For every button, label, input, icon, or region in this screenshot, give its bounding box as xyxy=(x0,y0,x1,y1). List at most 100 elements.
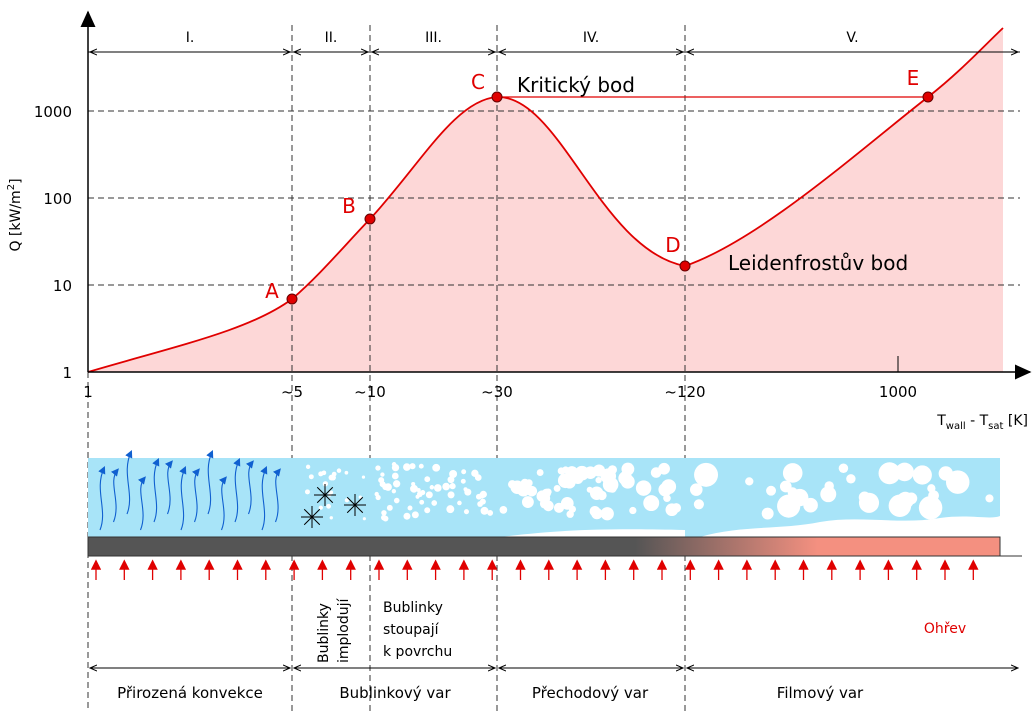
bubble xyxy=(449,470,457,478)
bubble xyxy=(618,471,632,485)
bubble xyxy=(417,488,421,492)
bubble xyxy=(411,482,415,486)
bubble xyxy=(895,463,914,482)
bubble xyxy=(330,516,333,519)
point xyxy=(923,92,933,102)
bubble xyxy=(477,501,483,507)
implode-label: implodují xyxy=(336,597,352,663)
bubble xyxy=(636,480,651,495)
bubble xyxy=(587,487,593,493)
bubble xyxy=(446,505,454,513)
bubble xyxy=(651,467,662,478)
bubble xyxy=(337,468,341,472)
y-axis-label: Q [kW/m2] xyxy=(6,178,24,251)
x-axis-label: Twall - Tsat [K] xyxy=(936,413,1028,432)
bubble xyxy=(392,489,396,493)
regime-label: Filmový var xyxy=(777,684,864,702)
bubble xyxy=(457,501,462,506)
bubble xyxy=(500,506,508,514)
bubble xyxy=(766,486,776,496)
bubble xyxy=(345,471,349,475)
bubble xyxy=(387,505,393,511)
bubble xyxy=(464,509,469,514)
bubble xyxy=(384,483,392,491)
bubble xyxy=(846,474,855,483)
bubble xyxy=(393,480,400,487)
regime-label: Bublinkový var xyxy=(339,684,451,702)
bubble xyxy=(946,470,969,493)
bubble xyxy=(381,510,386,515)
implode-label: Bublinky xyxy=(316,603,332,663)
x-tick-label: ~30 xyxy=(481,383,513,401)
bubble xyxy=(545,489,552,496)
bubble xyxy=(403,463,411,471)
bubble xyxy=(326,504,331,509)
bubble xyxy=(419,464,424,469)
bubble xyxy=(363,517,366,520)
bubble xyxy=(412,511,419,518)
bubble xyxy=(408,506,413,511)
bubble xyxy=(362,476,365,479)
bubble xyxy=(783,463,803,483)
critical-label: Kritický bod xyxy=(517,73,635,97)
bubble xyxy=(985,494,993,502)
bubble xyxy=(745,477,753,485)
bubble xyxy=(410,485,418,493)
region-label: IV. xyxy=(583,30,599,46)
bubble xyxy=(666,503,679,516)
point xyxy=(365,214,375,224)
bubble xyxy=(522,496,534,508)
region-label: III. xyxy=(425,30,442,46)
bubble xyxy=(448,491,455,498)
bubble xyxy=(694,499,704,509)
x-tick-label: ~120 xyxy=(664,383,705,401)
bubble xyxy=(381,515,387,521)
bubble xyxy=(424,507,430,513)
bubble xyxy=(431,500,437,506)
bubble xyxy=(584,466,597,479)
bubble xyxy=(419,500,424,505)
leidenfrost-label: Leidenfrostův bod xyxy=(728,251,908,275)
bubble xyxy=(442,483,450,491)
bubble xyxy=(572,473,583,484)
regime-label: Přirozená konvekce xyxy=(117,684,263,702)
bubble xyxy=(897,492,914,509)
region-label: I. xyxy=(186,30,195,46)
bubble xyxy=(430,485,434,489)
bubble xyxy=(487,510,493,516)
x-tick-label: ~5 xyxy=(281,383,303,401)
rise-label: k povrchu xyxy=(383,644,452,660)
regime-label: Přechodový var xyxy=(532,684,649,702)
bubble xyxy=(376,495,381,500)
bubble xyxy=(424,476,430,482)
bubble xyxy=(839,463,848,472)
bubble xyxy=(561,497,574,510)
y-tick-label: 1 xyxy=(62,364,72,382)
point-label: B xyxy=(342,194,356,218)
bubble xyxy=(471,470,478,477)
bubble xyxy=(913,465,932,484)
bubble xyxy=(449,483,455,489)
bubble xyxy=(409,463,415,469)
y-tick-label: 100 xyxy=(43,190,72,208)
bubble xyxy=(432,464,440,472)
bubble xyxy=(461,479,466,484)
bubble xyxy=(543,501,554,512)
bubble xyxy=(777,495,800,518)
point-label: D xyxy=(665,233,680,257)
bubble xyxy=(658,483,672,497)
boiling-diagram: Q [kW/m2] Twall - Tsat [K] 11010010001~5… xyxy=(0,0,1032,711)
bubble xyxy=(558,467,565,474)
bubble xyxy=(788,487,798,497)
bubble xyxy=(824,481,833,490)
bubble xyxy=(481,507,489,515)
bubble xyxy=(394,498,400,504)
bubble xyxy=(392,462,397,467)
bubble xyxy=(322,471,327,476)
x-tick-label: 1 xyxy=(83,383,93,401)
bubble xyxy=(643,495,659,511)
bubble xyxy=(762,508,774,520)
point xyxy=(680,261,690,271)
rise-label: Bublinky xyxy=(383,600,443,616)
bubble xyxy=(554,485,561,492)
